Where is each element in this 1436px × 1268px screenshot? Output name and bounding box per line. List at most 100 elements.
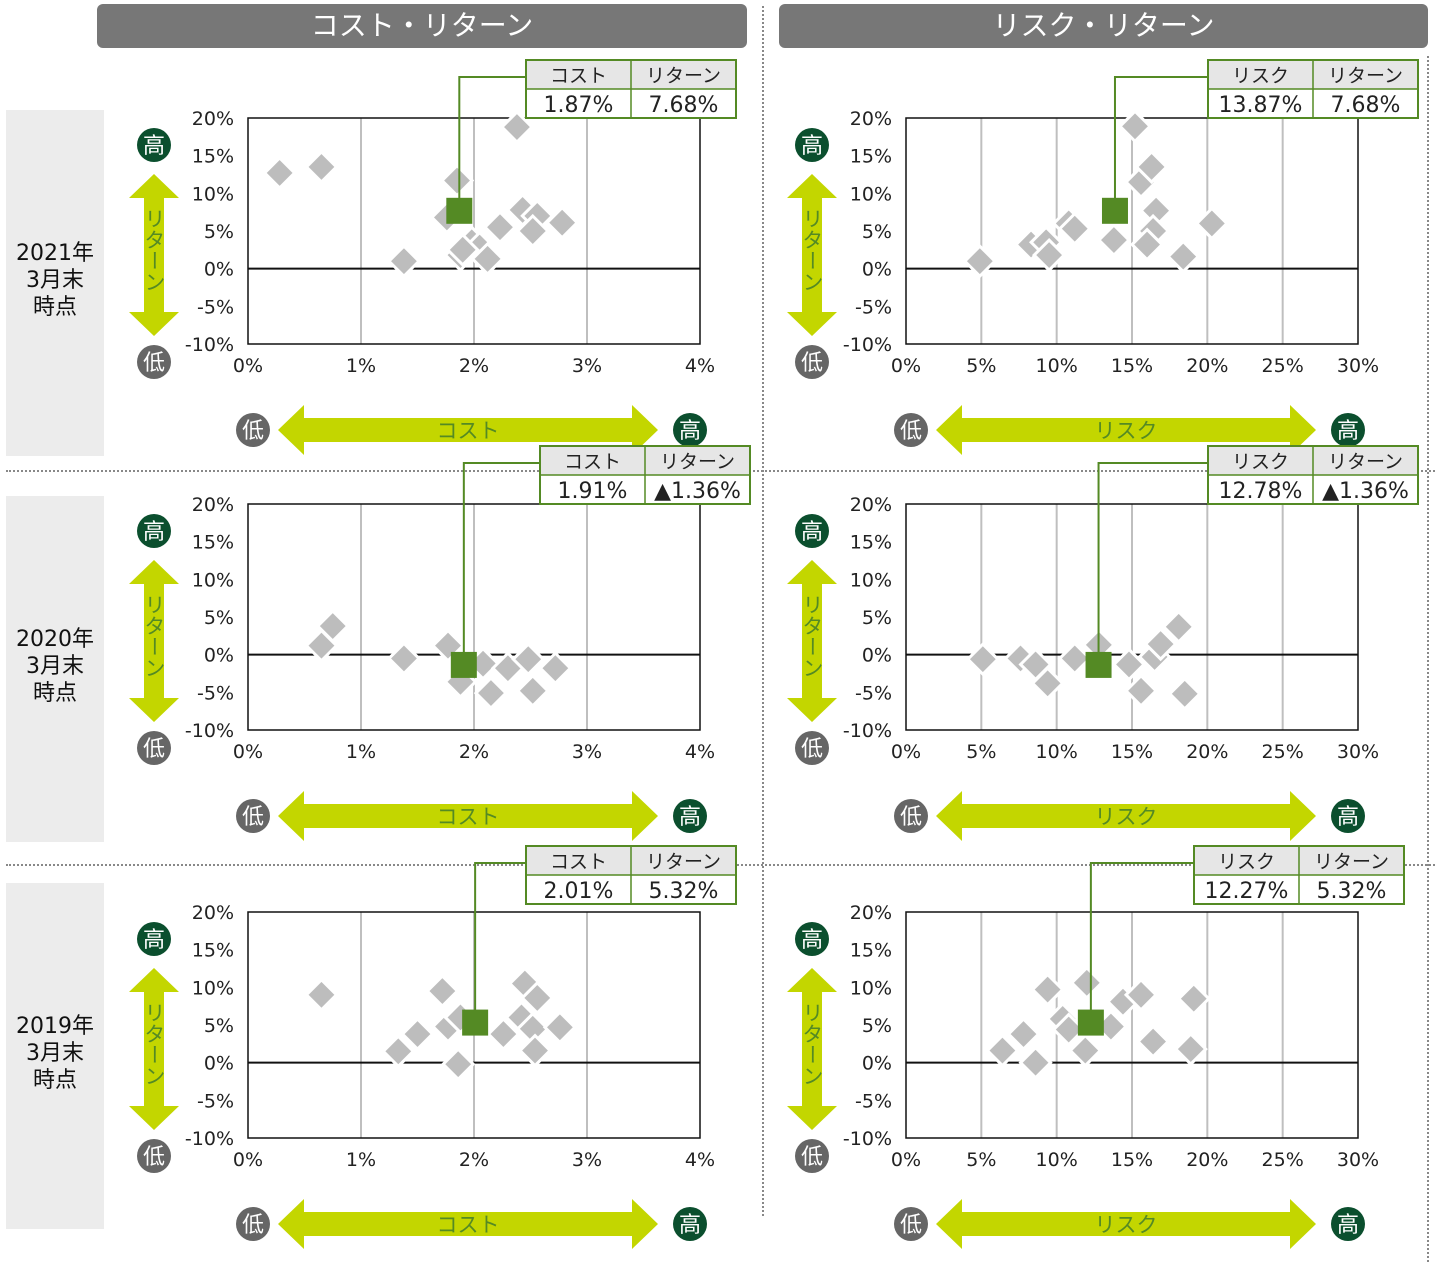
x-high-badge: 高 xyxy=(1331,413,1365,447)
peer-point xyxy=(386,641,422,676)
peer-point xyxy=(482,210,518,245)
badge-circle xyxy=(795,514,829,548)
x-tick-label: 20% xyxy=(1186,1149,1228,1171)
y-tick-label: -5% xyxy=(855,682,892,704)
y-tick-label: -5% xyxy=(197,296,234,318)
x-tick-label: 1% xyxy=(346,1149,376,1171)
peer-point xyxy=(542,1010,578,1045)
badge-text: 低 xyxy=(143,351,165,376)
row-point: 時点 xyxy=(32,295,77,320)
row-month: 3月末 xyxy=(26,268,84,293)
y-tick-label: 15% xyxy=(850,532,892,554)
row-label-2019: 2019年 3月末 時点 xyxy=(6,883,104,1229)
peer-point xyxy=(425,973,460,1009)
x-axis-label: コスト xyxy=(437,805,500,829)
x-low-badge: 低 xyxy=(236,413,270,447)
peer-point xyxy=(1030,666,1065,701)
peer-point xyxy=(511,642,546,677)
table-value: 12.78% xyxy=(1219,479,1303,504)
badge-circle xyxy=(137,128,171,162)
return-low-badge: 低 xyxy=(137,345,171,379)
y-tick-label: 10% xyxy=(850,977,892,999)
fund-value-table: リスク リターン 13.87% 7.68% xyxy=(1207,59,1419,119)
plot-border xyxy=(247,503,701,731)
x-tick-label: 25% xyxy=(1262,741,1304,763)
row-label-2021: 2021年 3月末 時点 xyxy=(6,110,104,456)
badge-text: 高 xyxy=(801,134,823,159)
row-label-text: 2021年 3月末 時点 xyxy=(6,240,104,321)
peer-point xyxy=(1096,222,1132,258)
x-high-badge: 高 xyxy=(1331,1207,1365,1241)
badge-circle xyxy=(1331,799,1365,833)
y-tick-label: -10% xyxy=(843,1128,892,1150)
y-tick-label: 10% xyxy=(192,977,234,999)
x-low-badge: 低 xyxy=(894,799,928,833)
table-value: 1.91% xyxy=(558,479,628,504)
badge-circle xyxy=(673,413,707,447)
row-label-text: 2019年 3月末 時点 xyxy=(6,1013,104,1094)
badge-text: 高 xyxy=(679,805,701,830)
y-tick-label: 15% xyxy=(192,940,234,962)
table-col-header: リターン xyxy=(660,451,735,473)
y-tick-label: 0% xyxy=(204,645,234,667)
peer-point xyxy=(499,109,535,145)
row-point: 時点 xyxy=(32,1068,77,1093)
x-tick-label: 30% xyxy=(1337,355,1379,377)
peer-point xyxy=(545,205,580,240)
x-tick-label: 0% xyxy=(891,1149,921,1171)
x-low-badge: 低 xyxy=(894,1207,928,1241)
table-col-header: リスク xyxy=(1218,851,1275,873)
peer-point xyxy=(1173,1031,1208,1067)
badge-text: 低 xyxy=(801,737,823,762)
return-low-badge: 低 xyxy=(795,345,829,379)
x-tick-label: 0% xyxy=(233,1149,263,1171)
x-tick-label: 3% xyxy=(572,1149,602,1171)
fund-point xyxy=(1077,1009,1104,1036)
fund-point xyxy=(1101,197,1128,224)
return-axis-label: リターン xyxy=(142,594,166,678)
table-col-header: リターン xyxy=(1328,65,1403,87)
x-tick-label: 0% xyxy=(233,741,263,763)
peer-point xyxy=(400,1016,435,1052)
table-col-header: リターン xyxy=(1314,851,1389,873)
col-header-cost-return: コスト・リターン xyxy=(97,4,747,48)
peer-point xyxy=(1194,206,1229,241)
return-axis-label: リターン xyxy=(142,1002,166,1086)
peer-point xyxy=(1069,965,1104,1000)
x-tick-label: 2% xyxy=(459,355,489,377)
x-high-badge: 高 xyxy=(673,1207,707,1241)
peer-point xyxy=(515,673,550,708)
return-axis-arrow xyxy=(787,560,837,722)
fund-point xyxy=(446,197,473,224)
return-axis-label: リターン xyxy=(800,1002,824,1086)
peer-point xyxy=(470,241,505,276)
col-header-risk-return: リスク・リターン xyxy=(779,4,1428,48)
badge-circle xyxy=(673,799,707,833)
table-value: 12.27% xyxy=(1205,879,1289,904)
badge-text: 高 xyxy=(1337,1213,1359,1238)
y-tick-label: 0% xyxy=(204,1053,234,1075)
peer-point xyxy=(1057,641,1092,676)
row-month: 3月末 xyxy=(26,654,84,679)
y-tick-label: 15% xyxy=(192,146,234,168)
fund-point xyxy=(462,1009,489,1036)
badge-circle xyxy=(236,1207,270,1241)
row-year: 2020年 xyxy=(16,627,94,652)
badge-text: 低 xyxy=(242,805,264,830)
return-axis-arrow xyxy=(787,174,837,336)
y-tick-label: 15% xyxy=(850,146,892,168)
peer-point xyxy=(1166,239,1201,274)
x-tick-label: 4% xyxy=(685,1149,715,1171)
x-tick-label: 30% xyxy=(1337,741,1379,763)
y-tick-label: 5% xyxy=(862,1015,892,1037)
table-col-header: コスト xyxy=(564,451,621,473)
badge-text: 低 xyxy=(900,419,922,444)
x-low-badge: 低 xyxy=(236,1207,270,1241)
table-col-header: リターン xyxy=(1328,451,1403,473)
y-tick-label: 10% xyxy=(850,183,892,205)
y-tick-label: 20% xyxy=(850,494,892,516)
x-tick-label: 5% xyxy=(966,355,996,377)
